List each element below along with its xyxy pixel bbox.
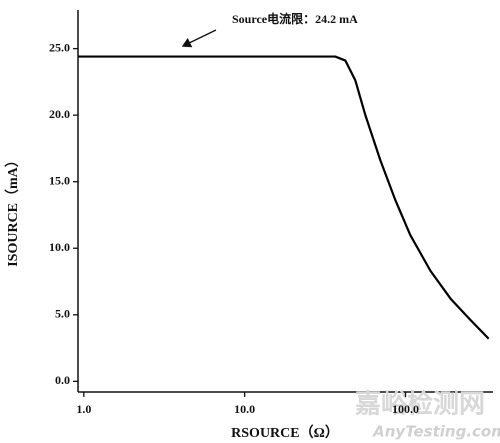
x-tick-label: 100.0: [392, 402, 419, 416]
watermark-sub: AnyTesting.com: [372, 423, 500, 441]
y-tick-label: 5.0: [55, 307, 70, 321]
x-tick-label: 1.0: [76, 402, 91, 416]
y-tick-label: 15.0: [49, 173, 70, 187]
y-tick-label: 25.0: [49, 40, 70, 54]
annotation-arrow: [181, 29, 217, 48]
line: [78, 55, 490, 340]
y-tick-label: 0.0: [55, 373, 70, 387]
y-tick-label: 20.0: [49, 107, 70, 121]
y-tick-label: 10.0: [49, 240, 70, 254]
x-tick-label: 10.0: [234, 402, 255, 416]
watermark: 嘉峪检测网: [355, 389, 485, 420]
annotation: Source电流限：24.2 mA: [232, 11, 358, 26]
x-axis-label: RSOURCE（Ω）: [231, 425, 339, 441]
y-axis-label: ISOURCE（mA）: [5, 153, 21, 267]
